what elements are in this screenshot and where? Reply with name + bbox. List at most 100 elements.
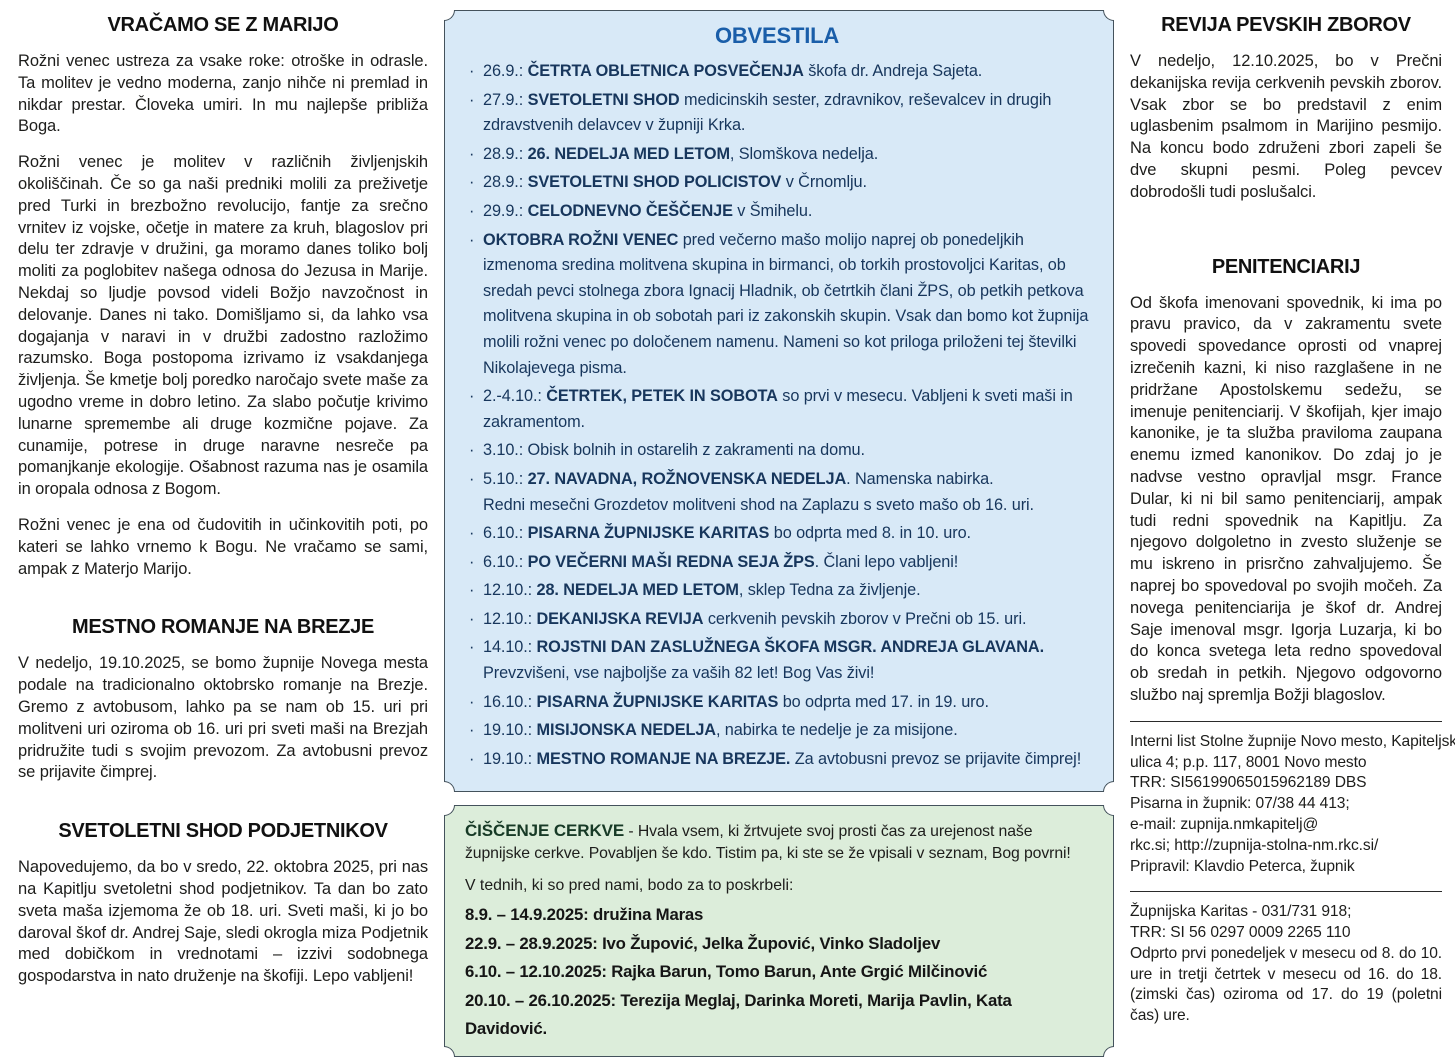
corner-notch (444, 805, 455, 817)
announcement-text: 12.10.: 28. NEDELJA MED LETOM, sklep Ted… (483, 581, 921, 600)
corner-notch (1103, 10, 1114, 21)
cleaning-intro-text: - Hvala vsem, ki žrtvujete svoj prosti č… (465, 823, 1071, 863)
bullet-dot: · (469, 90, 475, 109)
paragraph: Od škofa imenovani spovednik, ki ima po … (1130, 293, 1442, 704)
imprint-line: Pripravil: Klavdio Peterca, župnik (1130, 857, 1355, 875)
corner-notch (1103, 781, 1114, 793)
announcement-text: 14.10.: ROJSTNI DAN ZASLUŽNEGA ŠKOFA MSG… (483, 638, 1044, 683)
cleaning-subtitle: V tednih, ki so pred nami, bodo za to po… (465, 877, 794, 895)
announcements-title: OBVESTILA (714, 23, 840, 48)
cleaning-title: ČIŠČENJE CERKVE (465, 821, 625, 841)
cleaning-schedule-line: 22.9. – 28.9.2025: Ivo Župović, Jelka Žu… (465, 933, 941, 953)
section-title: SVETOLETNI SHOD PODJETNIKOV (58, 820, 388, 843)
paragraph: Rožni venec ustreza za vsake roke: otroš… (18, 52, 428, 136)
announcement-item: · 12.10.: 28. NEDELJA MED LETOM, sklep Te… (465, 578, 1089, 604)
cleaning-intro: ČIŠČENJE CERKVE - Hvala vsem, ki žrtvuje… (465, 820, 1093, 865)
karitas-line: TRR: SI 56 0297 0009 2265 110 (1130, 924, 1351, 942)
announcement-text: 5.10.: 27. NAVADNA, ROŽNOVENSKA NEDELJA.… (483, 469, 1034, 514)
corner-notch (444, 1045, 455, 1057)
announcement-text: 6.10.: PISARNA ŽUPNIJSKE KARITAS bo odpr… (483, 524, 971, 543)
bullet-dot: · (469, 173, 475, 192)
announcement-item: · 14.10.: ROJSTNI DAN ZASLUŽNEGA ŠKOFA MS… (465, 635, 1089, 686)
announcements-box: OBVESTILA · 26.9.: ČETRTA OBLETNICA POSVE… (444, 10, 1114, 793)
divider (1130, 891, 1442, 893)
section-title: VRAČAMO SE Z MARIJO (107, 14, 339, 36)
divider (1130, 720, 1442, 722)
announcement-item: · 29.9.: CELODNEVNO ČEŠČENJE v Šmihelu. (465, 199, 1089, 225)
announcement-text: 28.9.: 26. NEDELJA MED LETOM, Slomškova … (483, 144, 879, 163)
bullet-dot: · (469, 62, 475, 80)
cleaning-schedule-line: 8.9. – 14.9.2025: družina Maras (465, 905, 704, 925)
spacer (1130, 218, 1442, 248)
announcement-item: · OKTOBRA ROŽNI VENEC pred večerno mašo m… (465, 228, 1089, 382)
paragraph: Napovedujemo, da bo v sredo, 22. oktobra… (18, 858, 428, 986)
paragraph: Rožni venec je ena od čudovitih in učink… (18, 515, 428, 578)
section-title: REVIJA PEVSKIH ZBOROV (1161, 14, 1411, 36)
imprint-line: rkc.si; http://zupnija-stolna-nm.rkc.si/ (1130, 836, 1379, 854)
bullet-dot: · (469, 387, 475, 406)
announcement-item: · 28.9.: 26. NEDELJA MED LETOM, Slomškova… (465, 142, 1089, 168)
announcement-item: · 19.10.: MISIJONSKA NEDELJA, nabirka te … (465, 718, 1089, 744)
announcement-text: OKTOBRA ROŽNI VENEC pred večerno mašo mo… (483, 230, 1089, 377)
bullet-dot: · (469, 552, 475, 571)
announcement-item: · 12.10.: DEKANIJSKA REVIJA cerkvenih pev… (465, 607, 1089, 633)
bullet-dot: · (469, 581, 475, 600)
karitas-hours: Odprto prvi ponedeljek v mesecu od 8. do… (1130, 944, 1442, 1025)
imprint-line: Pisarna in župnik: 07/38 44 413; (1130, 795, 1350, 813)
paragraph: Rožni venec je molitev v različnih življ… (18, 153, 428, 499)
announcement-text: 16.10.: PISARNA ŽUPNIJSKE KARITAS bo odp… (483, 692, 989, 711)
announcement-text: 3.10.: Obisk bolnih in ostarelih z zakra… (483, 441, 865, 460)
corner-notch (1103, 805, 1114, 817)
bullet-dot: · (469, 638, 475, 657)
church-cleaning-box: ČIŠČENJE CERKVE - Hvala vsem, ki žrtvuje… (444, 805, 1114, 1057)
announcement-text: 29.9.: CELODNEVNO ČEŠČENJE v Šmihelu. (483, 201, 813, 220)
imprint-line: e-mail: zupnija.nmkapitelj@ (1130, 815, 1319, 833)
announcement-item: · 16.10.: PISARNA ŽUPNIJSKE KARITAS bo od… (465, 690, 1089, 716)
bullet-dot: · (469, 721, 475, 740)
bullet-dot: · (469, 144, 475, 163)
imprint-line: Interni list Stolne župnije Novo mesto, … (1130, 732, 1455, 750)
bullet-dot: · (469, 230, 475, 249)
announcement-text: 6.10.: PO VEČERNI MAŠI REDNA SEJA ŽPS. Č… (483, 552, 959, 571)
announcement-item: · 5.10.: 27. NAVADNA, ROŽNOVENSKA NEDELJA… (465, 467, 1089, 518)
announcement-text: 19.10.: MESTNO ROMANJE NA BREZJE. Za avt… (483, 749, 1082, 768)
paragraph: V nedeljo, 19.10.2025, se bomo župnije N… (18, 654, 428, 782)
announcement-item: · 28.9.: SVETOLETNI SHOD POLICISTOV v Črn… (465, 170, 1089, 196)
announcement-item: · 27.9.: SVETOLETNI SHOD medicinskih sest… (465, 88, 1089, 139)
cleaning-schedule: 8.9. – 14.9.2025: družina Maras 22.9. – 2… (465, 901, 1093, 1044)
karitas-block: Župnijska Karitas - 031/731 918; TRR: SI … (1130, 902, 1442, 1027)
announcement-item: · 26.9.: ČETRTA OBLETNICA POSVEČENJA škof… (465, 59, 1089, 85)
paragraph: V nedeljo, 12.10.2025, bo v Prečni dekan… (1130, 52, 1442, 201)
corner-notch (444, 10, 455, 21)
announcement-text: 19.10.: MISIJONSKA NEDELJA, nabirka te n… (483, 721, 958, 740)
announcement-text: 12.10.: DEKANIJSKA REVIJA cerkvenih pevs… (483, 609, 1027, 628)
left-column: VRAČAMO SE Z MARIJO Rožni venec ustreza … (18, 6, 428, 1057)
bullet-dot: · (469, 609, 475, 628)
announcement-text: 28.9.: SVETOLETNI SHOD POLICISTOV v Črno… (483, 173, 867, 192)
section-vracamo-se-z-marijo: VRAČAMO SE Z MARIJO Rožni venec ustreza … (18, 14, 428, 580)
bullet-dot: · (469, 524, 475, 543)
cleaning-schedule-line: 20.10. – 26.10.2025: Terezija Meglaj, Da… (465, 990, 1012, 1039)
section-title: PENITENCIARIJ (1211, 255, 1361, 278)
cleaning-schedule-line: 6.10. – 12.10.2025: Rajka Barun, Tomo Ba… (465, 962, 988, 982)
corner-notch (1103, 1045, 1114, 1057)
announcements-list: · 26.9.: ČETRTA OBLETNICA POSVEČENJA škof… (465, 59, 1089, 772)
karitas-line: Župnijska Karitas - 031/731 918; (1130, 903, 1352, 921)
bullet-dot: · (469, 469, 475, 488)
announcement-text: 2.-4.10.: ČETRTEK, PETEK IN SOBOTA so pr… (483, 387, 1073, 431)
imprint-line: TRR: SI56199065015962189 DBS (1130, 774, 1367, 792)
announcement-item: · 6.10.: PISARNA ŽUPNIJSKE KARITAS bo odp… (465, 521, 1089, 547)
imprint-block: Interni list Stolne župnije Novo mesto, … (1130, 732, 1455, 878)
announcement-text: 27.9.: SVETOLETNI SHOD medicinskih seste… (483, 90, 1052, 135)
bullet-dot: · (469, 441, 475, 460)
announcement-item: · 19.10.: MESTNO ROMANJE NA BREZJE. Za av… (465, 747, 1089, 773)
bullet-dot: · (469, 692, 475, 711)
karitas-lines: Župnijska Karitas - 031/731 918; TRR: SI … (1130, 902, 1442, 944)
section-mestno-romanje: MESTNO ROMANJE NA BREZJE V nedeljo, 19.1… (18, 616, 428, 784)
corner-notch (444, 781, 455, 793)
section-title: MESTNO ROMANJE NA BREZJE (71, 616, 375, 639)
newsletter-page: VRAČAMO SE Z MARIJO Rožni venec ustreza … (18, 10, 1455, 1057)
bullet-dot: · (469, 201, 475, 220)
bullet-dot: · (469, 749, 475, 768)
right-column: REVIJA PEVSKIH ZBOROV V nedeljo, 12.10.2… (1130, 6, 1455, 1057)
